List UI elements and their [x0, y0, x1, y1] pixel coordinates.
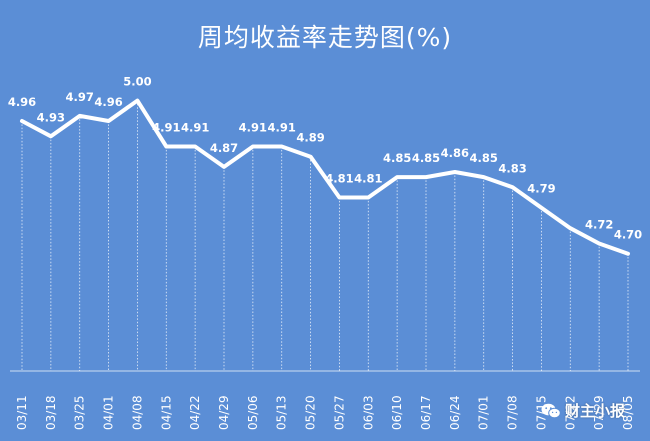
x-tick-label: 06/24	[448, 395, 462, 430]
x-tick-label: 04/15	[159, 395, 173, 430]
x-tick-label: 04/22	[188, 395, 202, 430]
data-label: 4.97	[66, 90, 94, 104]
x-tick-label: 03/25	[73, 395, 87, 430]
chart-title: 周均收益率走势图(%)	[197, 23, 453, 52]
data-label: 4.81	[325, 172, 353, 186]
data-label: 4.85	[383, 151, 411, 165]
data-label: 4.79	[527, 182, 555, 196]
data-label: 4.91	[268, 121, 296, 135]
x-tick-label: 08/05	[621, 395, 635, 430]
data-label: 4.96	[8, 95, 36, 109]
data-label: 4.93	[37, 110, 65, 124]
x-tick-label: 07/01	[477, 395, 491, 430]
data-labels: 4.964.934.97 4.965.004.91 4.914.874.91 4.91…	[8, 75, 642, 242]
x-tick-label: 06/03	[361, 395, 375, 430]
data-label: 4.91	[152, 121, 180, 135]
data-label: 4.72	[585, 217, 613, 231]
series-line	[20, 98, 630, 256]
watermark: 财主小报	[541, 400, 625, 421]
x-tick-label: 04/01	[102, 395, 116, 430]
data-label: 4.70	[614, 228, 642, 242]
watermark-text: 财主小报	[565, 402, 626, 420]
data-label: 4.81	[354, 172, 382, 186]
data-label: 4.89	[296, 131, 324, 145]
x-tick-label: 05/13	[275, 395, 289, 430]
data-label: 4.91	[181, 121, 209, 135]
drop-lines	[21, 100, 629, 371]
data-label: 5.00	[123, 75, 151, 89]
data-label: 4.85	[412, 151, 440, 165]
data-label: 4.91	[239, 121, 267, 135]
x-tick-label: 07/22	[563, 395, 577, 430]
x-tick-labels: 03/11 03/18 03/25 04/01 04/08 04/15 04/22 04/29…	[15, 395, 635, 430]
x-tick-label: 06/10	[390, 395, 404, 430]
data-label: 4.87	[210, 141, 238, 155]
data-label: 4.86	[441, 146, 469, 160]
data-label: 4.85	[470, 151, 498, 165]
x-tick-label: 05/06	[246, 395, 260, 430]
x-tick-label: 06/17	[419, 395, 433, 430]
x-tick-label: 04/29	[217, 395, 231, 430]
data-label: 4.96	[94, 95, 122, 109]
wechat-icon	[541, 403, 561, 418]
x-tick-label: 05/20	[304, 395, 318, 430]
x-tick-label: 04/08	[130, 395, 144, 430]
x-tick-label: 03/11	[15, 395, 29, 430]
x-tick-label: 07/29	[592, 395, 606, 430]
x-tick-label: 05/27	[332, 395, 346, 430]
data-label: 4.83	[498, 161, 526, 175]
x-tick-label: 07/08	[506, 395, 520, 430]
x-tick-label: 03/18	[44, 395, 58, 430]
